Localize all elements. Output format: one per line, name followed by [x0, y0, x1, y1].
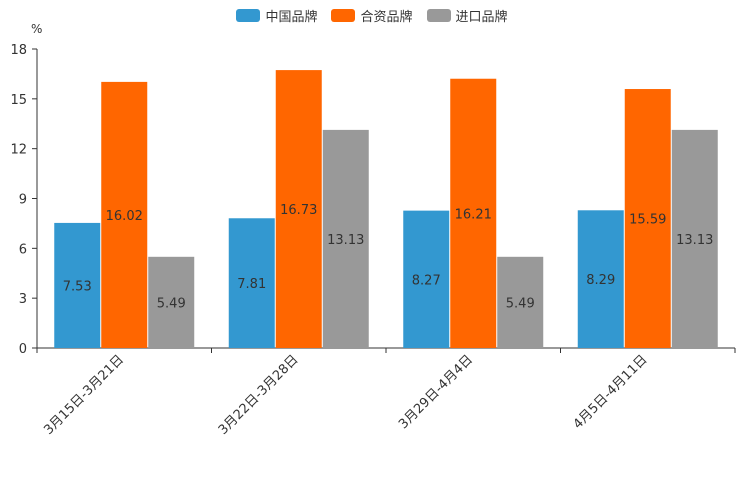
data-label: 13.13: [327, 233, 364, 248]
y-tick-label: 0: [19, 342, 27, 357]
x-tick-label: 3月15日-3月21日: [41, 352, 127, 438]
bar-3-4: [671, 129, 718, 348]
y-tick-label: 9: [19, 193, 27, 208]
bar-2-1: [101, 81, 148, 348]
bar-2-3: [450, 78, 497, 348]
legend-label-joint-venture-brand: 合资品牌: [360, 10, 413, 25]
data-label: 16.73: [280, 203, 317, 218]
y-tick-label: 3: [19, 292, 27, 307]
bar-2-2: [275, 70, 322, 349]
data-label: 8.27: [412, 273, 441, 288]
data-label: 13.13: [676, 233, 713, 248]
x-tick-label: 3月22日-3月28日: [216, 352, 302, 438]
bar-1-2: [228, 218, 275, 348]
legend-swatch-china-brand: [236, 9, 261, 22]
bar-3-1: [148, 256, 195, 348]
bar-1-1: [54, 222, 101, 348]
y-tick-label: 12: [10, 143, 27, 158]
data-label: 15.59: [629, 213, 666, 228]
legend-item-china-brand[interactable]: 中国品牌: [236, 6, 317, 25]
data-label: 7.81: [237, 277, 266, 292]
x-tick-label: 4月5日-4月11日: [571, 352, 651, 432]
data-label: 5.49: [157, 296, 186, 311]
data-label: 7.53: [63, 279, 92, 294]
bar-1-3: [403, 210, 450, 348]
bar-2-4: [624, 89, 671, 348]
legend-item-imported-brand[interactable]: 进口品牌: [426, 6, 508, 25]
legend-label-imported-brand: 进口品牌: [455, 10, 508, 25]
y-tick-label: 18: [10, 43, 27, 58]
y-tick-label: 15: [10, 93, 27, 108]
legend-swatch-joint-venture-brand: [331, 9, 356, 22]
legend-item-joint-venture-brand[interactable]: 合资品牌: [331, 6, 413, 25]
data-label: 16.21: [455, 207, 492, 222]
data-label: 5.49: [506, 296, 535, 311]
y-tick-label: 6: [19, 242, 27, 257]
bar-1-4: [577, 210, 624, 348]
bar-3-2: [322, 129, 369, 348]
legend-label-china-brand: 中国品牌: [265, 10, 318, 25]
bar-3-3: [497, 256, 544, 348]
chart-legend: 中国品牌 合资品牌 进口品牌: [0, 6, 744, 25]
y-axis-unit: %: [31, 22, 43, 36]
legend-swatch-imported-brand: [426, 9, 451, 22]
x-tick-label: 3月29日-4月4日: [396, 352, 476, 432]
data-label: 16.02: [106, 209, 143, 224]
data-label: 8.29: [586, 273, 615, 288]
